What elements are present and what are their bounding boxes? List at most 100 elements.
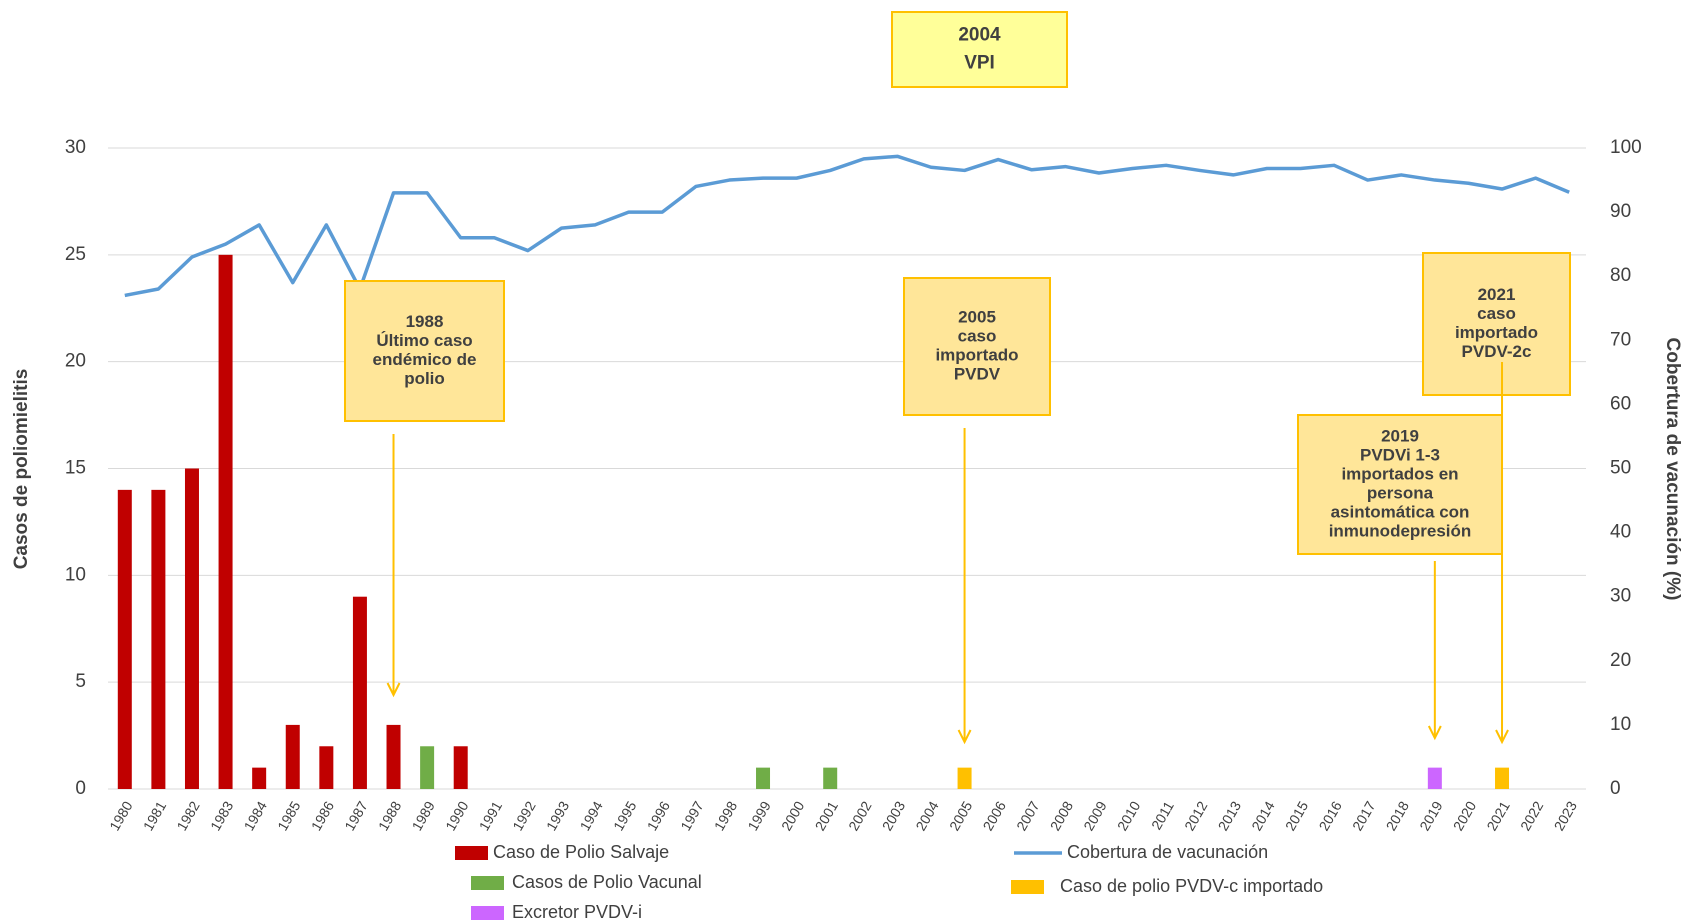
legend-label: Casos de Polio Vacunal (512, 872, 702, 892)
x-tick-label: 1988 (375, 798, 405, 833)
annotation-box (903, 277, 1051, 416)
bar (1495, 767, 1510, 789)
annotation-box (1297, 414, 1503, 555)
annotation-text: PVDVi 1-3 (1360, 445, 1440, 464)
x-tick-label: 2009 (1080, 798, 1110, 833)
x-tick-label: 1990 (442, 798, 472, 833)
x-tick-label: 2012 (1181, 798, 1211, 833)
x-tick-label: 2010 (1114, 798, 1144, 833)
annotation-text: Último caso (376, 331, 472, 350)
x-tick-label: 1994 (576, 798, 606, 833)
x-tick-label: 1986 (308, 798, 338, 833)
x-tick-label: 2013 (1215, 798, 1245, 833)
x-tick-label: 2019 (1416, 798, 1446, 833)
y2-tick-label: 100 (1610, 137, 1642, 158)
x-tick-label: 2002 (845, 798, 875, 833)
legend-label: Cobertura de vacunación (1067, 842, 1268, 862)
bar (117, 489, 132, 789)
x-tick-label: 2018 (1383, 798, 1413, 833)
legend-label: Caso de Polio Salvaje (493, 842, 669, 862)
x-tick-label: 2001 (812, 798, 842, 833)
y2-tick-label: 10 (1610, 714, 1631, 735)
x-tick-label: 1999 (744, 798, 774, 833)
arrow-head (1427, 725, 1442, 741)
y2-tick-label: 40 (1610, 522, 1631, 543)
annotation-box (344, 280, 505, 422)
x-tick-label: 2015 (1282, 798, 1312, 833)
y-tick-label: 5 (75, 671, 86, 692)
x-tick-label: 1987 (341, 798, 371, 833)
x-tick-label: 1993 (543, 798, 573, 833)
x-tick-label: 1981 (140, 798, 170, 833)
x-tick-label: 2004 (912, 798, 942, 833)
x-tick-label: 1980 (106, 798, 136, 833)
x-tick-label: 2008 (1047, 798, 1077, 833)
y2-axis-title: Cobertura de vacunación (%) (1662, 338, 1683, 601)
x-tick-label: 2000 (778, 798, 808, 833)
legend-swatch (471, 876, 504, 890)
legend-swatch (455, 846, 488, 860)
annotation-text: endémico de (373, 350, 477, 369)
x-tick-label: 1983 (207, 798, 237, 833)
bar (1427, 767, 1442, 789)
annotation-text: PVDV-2c (1462, 342, 1532, 361)
x-tick-label: 1996 (644, 798, 674, 833)
bar (386, 724, 401, 789)
x-tick-label: 2023 (1551, 798, 1581, 833)
y-tick-label: 30 (65, 137, 86, 158)
x-tick-label: 2006 (980, 798, 1010, 833)
annotation-text: inmunodepresión (1329, 521, 1472, 540)
y2-tick-label: 80 (1610, 265, 1631, 286)
x-tick-label: 1989 (408, 798, 438, 833)
bar (184, 468, 199, 789)
x-tick-label: 1991 (476, 798, 506, 833)
x-tick-label: 2014 (1248, 798, 1278, 833)
y-tick-label: 15 (65, 458, 86, 479)
annotation-text: VPI (964, 53, 995, 74)
x-tick-label: 2022 (1517, 798, 1547, 833)
y2-tick-label: 60 (1610, 393, 1631, 414)
annotation-text: 2021 (1478, 285, 1516, 304)
annotation-box (891, 11, 1068, 88)
bar (420, 746, 435, 789)
x-tick-label: 2005 (946, 798, 976, 833)
bar (218, 254, 233, 790)
y-axis-title: Casos de poliomielitis (11, 369, 32, 570)
annotation-text: 1988 (406, 312, 444, 331)
y2-tick-label: 70 (1610, 329, 1631, 350)
bar (957, 767, 972, 789)
bar (453, 746, 468, 789)
x-tick-label: 2017 (1349, 798, 1379, 833)
x-tick-label: 2003 (879, 798, 909, 833)
bar (252, 767, 267, 789)
arrow-head (386, 682, 401, 698)
line (124, 154, 1570, 298)
x-tick-label: 1998 (711, 798, 741, 833)
y2-tick-label: 90 (1610, 201, 1631, 222)
annotation-text: caso (958, 326, 997, 345)
x-tick-label: 1997 (677, 798, 707, 833)
x-tick-label: 2021 (1483, 798, 1513, 833)
annotation-text: 2005 (958, 307, 996, 326)
bar (352, 596, 367, 789)
annotation-text: importado (935, 345, 1018, 364)
x-tick-label: 2020 (1450, 798, 1480, 833)
y2-tick-label: 0 (1610, 778, 1621, 799)
annotation-text: 2004 (958, 25, 1001, 46)
annotation-box (1422, 252, 1571, 396)
annotation-text: importados en (1341, 464, 1458, 483)
x-tick-label: 2011 (1148, 798, 1177, 832)
y2-tick-label: 30 (1610, 586, 1631, 607)
bar (151, 489, 166, 789)
y-tick-label: 10 (65, 564, 86, 585)
annotation-text: 2019 (1381, 426, 1419, 445)
legend-swatch (1011, 880, 1044, 894)
arrow-head (1495, 729, 1509, 745)
annotation-text: PVDV (954, 364, 1001, 383)
annotation-text: caso (1477, 304, 1516, 323)
y-tick-label: 0 (75, 778, 86, 799)
x-tick-label: 1984 (241, 798, 271, 833)
bar (823, 767, 838, 789)
legend-swatch (471, 906, 504, 920)
